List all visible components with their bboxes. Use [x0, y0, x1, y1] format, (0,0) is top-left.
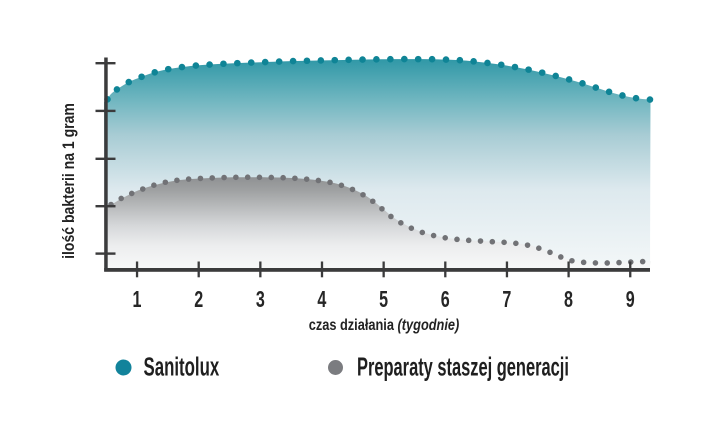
svg-text:1: 1 — [133, 287, 142, 312]
svg-text:8: 8 — [564, 287, 573, 312]
svg-text:ilość bakterii na 1 gram: ilość bakterii na 1 gram — [60, 103, 78, 259]
svg-text:9: 9 — [626, 287, 635, 312]
svg-text:Sanitolux: Sanitolux — [144, 352, 220, 382]
svg-text:Preparaty staszej generacji: Preparaty staszej generacji — [357, 353, 569, 382]
svg-text:5: 5 — [379, 287, 388, 312]
svg-text:3: 3 — [256, 287, 265, 312]
svg-text:4: 4 — [317, 287, 326, 312]
svg-text:2: 2 — [194, 287, 203, 312]
svg-text:6: 6 — [441, 287, 450, 312]
svg-text:7: 7 — [502, 287, 511, 312]
svg-text:czas działania (tygodnie): czas działania (tygodnie) — [309, 317, 460, 335]
